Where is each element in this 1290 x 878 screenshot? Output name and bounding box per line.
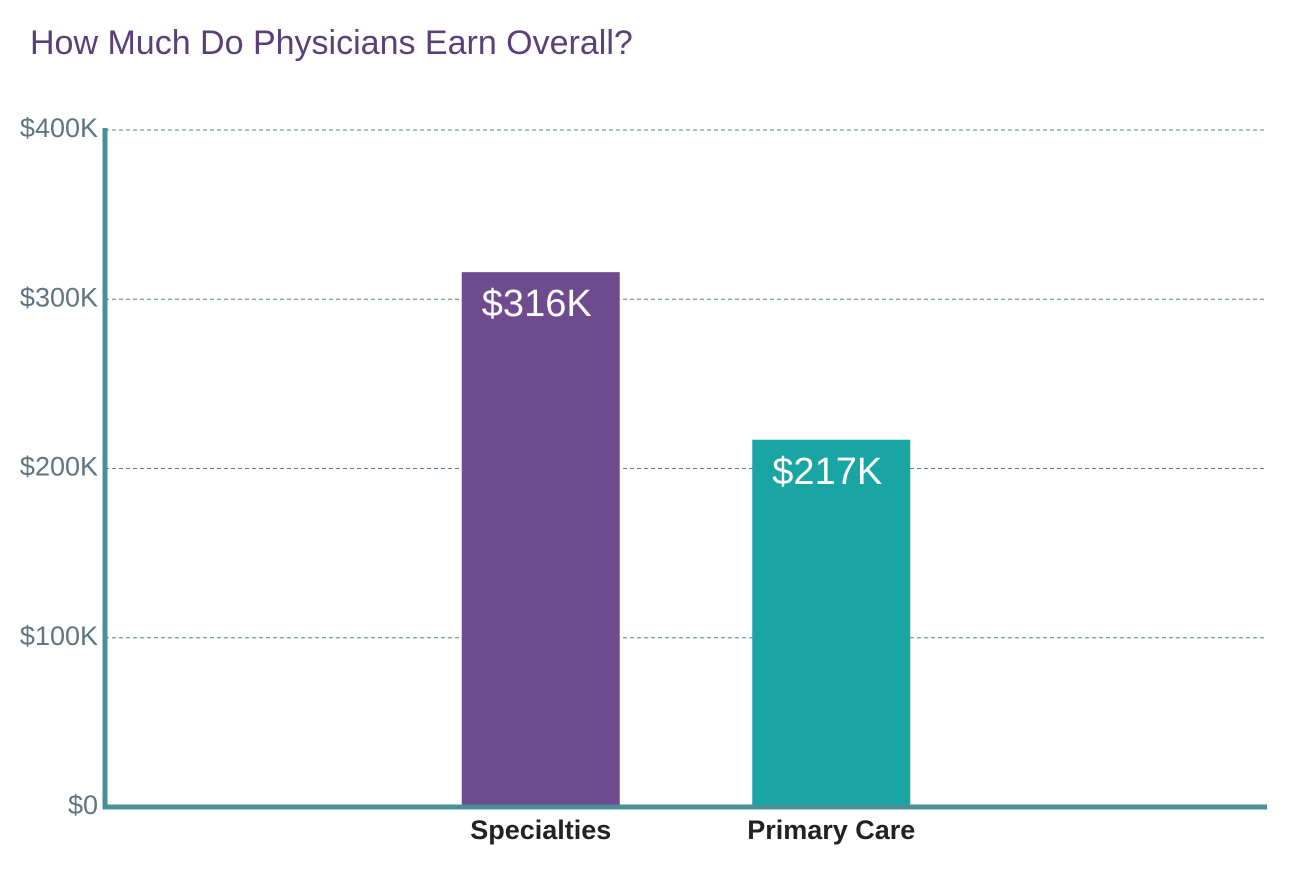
x-tick-label: Primary Care [747,815,915,845]
value-label: $217K [772,451,882,493]
bar [752,439,911,807]
x-tick-label: Specialties [470,815,611,845]
y-tick-label: $100K [20,621,98,651]
chart-title: How Much Do Physicians Earn Overall? [30,24,633,62]
y-tick-label: $300K [20,282,98,312]
value-label: $316K [482,283,592,325]
bar [461,272,620,807]
y-tick-label: $200K [20,452,98,482]
y-tick-label: $400K [20,113,98,143]
y-tick-label: $0 [68,790,98,820]
